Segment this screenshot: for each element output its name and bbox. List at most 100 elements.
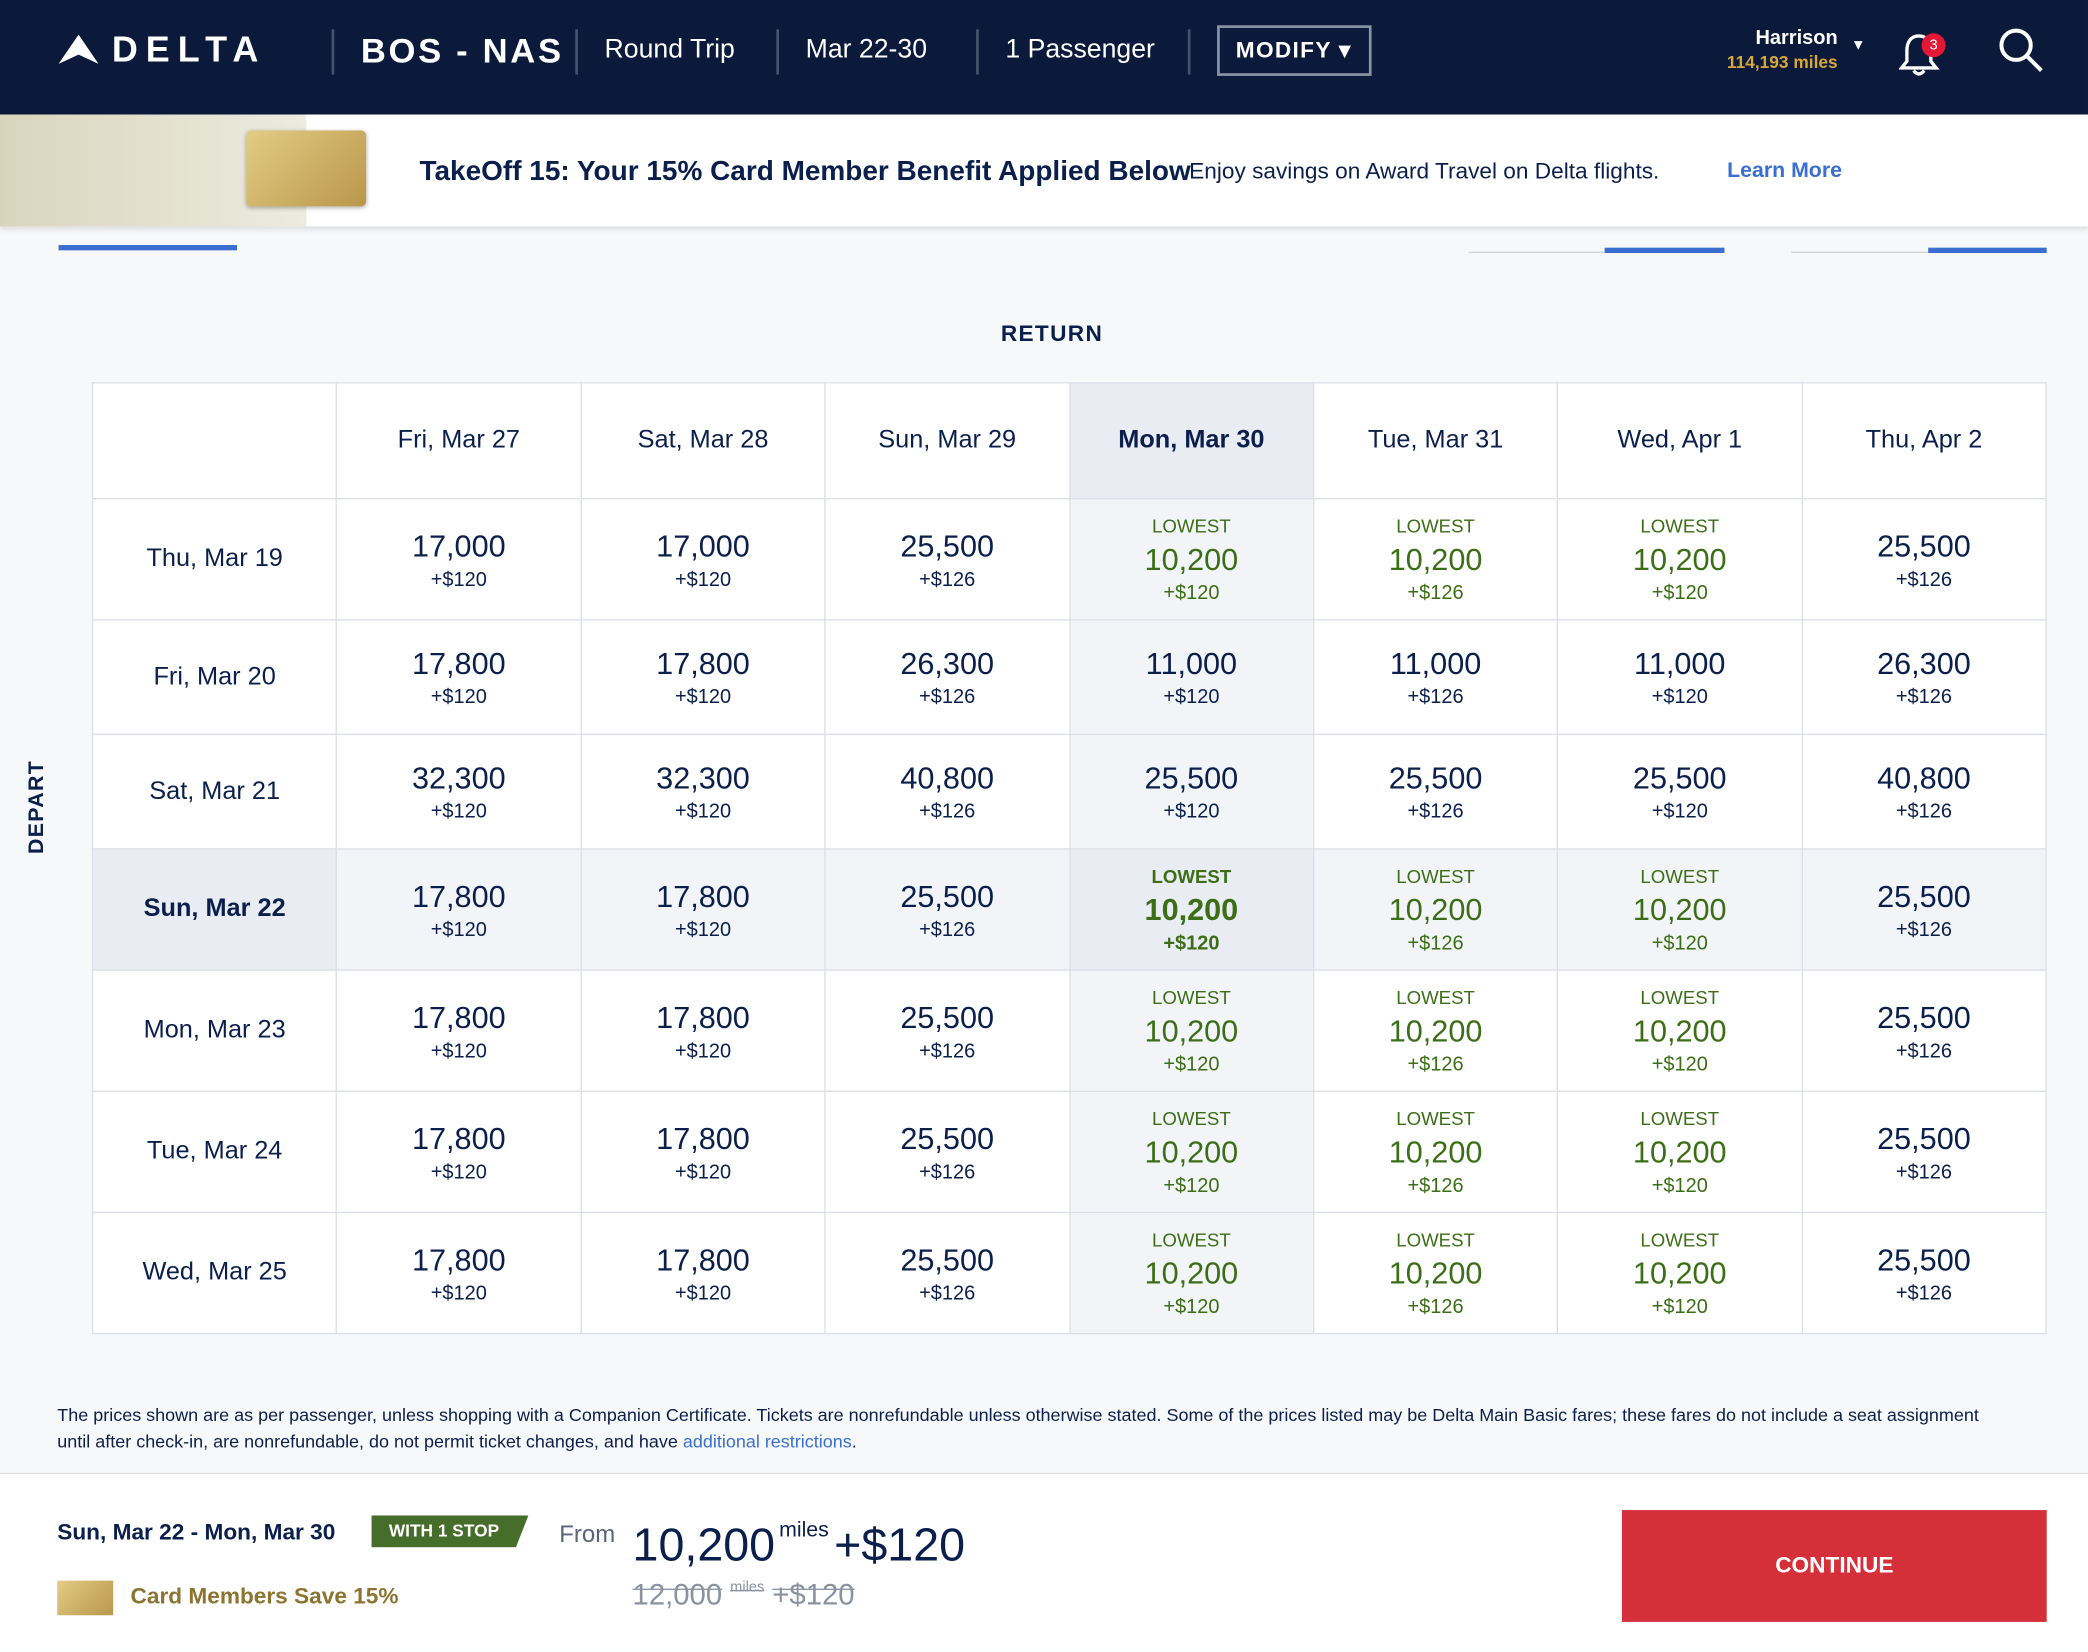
fare-cell[interactable]: 25,500 +$126 [1801,1090,2047,1214]
date-from: Sun, Mar 22 [57,1519,185,1545]
depart-date[interactable]: Fri, Mar 20 [91,619,338,736]
fare-cell[interactable]: 25,500 +$126 [824,1090,1070,1214]
fare-cell[interactable]: 25,500 +$126 [1801,969,2047,1092]
fare-cell[interactable]: 17,800 +$120 [336,848,582,971]
fare-miles: 25,500 [900,1241,995,1277]
fare-fee: +$120 [430,918,487,941]
fare-cell[interactable]: 17,800 +$120 [336,619,582,736]
learn-more-link[interactable]: Learn More [1727,159,1842,183]
fare-cell[interactable]: 17,800 +$120 [580,969,826,1092]
fare-cell[interactable]: 17,800 +$120 [580,619,826,736]
fare-cell[interactable]: 25,500 +$126 [824,498,1070,621]
return-date[interactable]: Fri, Mar 27 [336,382,582,500]
fare-cell[interactable]: 25,500 +$126 [824,1211,1070,1335]
fare-miles: 10,200 [1388,541,1483,576]
fare-cell[interactable]: LOWEST 10,200 +$120 [1068,848,1315,971]
fare-cell[interactable]: LOWEST 10,200 +$126 [1312,969,1559,1092]
fare-cell[interactable]: 32,300 +$120 [336,733,582,850]
fare-cell[interactable]: 17,000 +$120 [580,498,826,621]
fare-cell[interactable]: 17,800 +$120 [336,969,582,1092]
depart-date[interactable]: Thu, Mar 19 [91,498,338,621]
fare-cell[interactable]: LOWEST 10,200 +$126 [1312,1211,1559,1335]
fare-fee: +$120 [674,1160,732,1184]
fare-cell[interactable]: 25,500 +$120 [1557,733,1803,850]
fare-fee: +$126 [919,567,976,591]
fare-cell[interactable]: LOWEST 10,200 +$126 [1312,498,1559,621]
fare-cell[interactable]: LOWEST 10,200 +$120 [1557,1211,1803,1335]
top-nav: DELTA BOS - NAS Round Trip Mar 22-30 1 P… [0,0,2088,115]
fare-cell[interactable]: LOWEST 10,200 +$120 [1068,969,1315,1092]
fare-cell[interactable]: 26,300 +$126 [1801,619,2047,736]
fare-cell[interactable]: 17,800 +$120 [580,1090,826,1214]
fare-cell[interactable]: 25,500 +$126 [1801,498,2047,621]
return-date[interactable]: Sat, Mar 28 [580,382,826,500]
fare-miles: 17,800 [656,1120,750,1156]
card-savings: Card Members Save 15% [130,1583,399,1609]
fare-miles: 32,300 [656,760,750,795]
return-date[interactable]: Tue, Mar 31 [1312,382,1559,500]
fare-cell[interactable]: LOWEST 10,200 +$120 [1068,1211,1315,1335]
fare-fee: +$120 [1651,1295,1708,1318]
fare-cell[interactable]: 17,000 +$120 [336,498,582,621]
old-price: 12,000 miles +$120 [633,1578,855,1613]
fare-cell[interactable]: 17,800 +$120 [580,848,826,971]
fare-cell[interactable]: 17,800 +$120 [336,1090,582,1214]
search-icon[interactable] [1997,27,2045,75]
modify-button[interactable]: MODIFY ▾ [1217,25,1372,76]
fare-cell[interactable]: LOWEST 10,200 +$120 [1557,498,1803,621]
fare-cell[interactable]: 32,300 +$120 [580,733,826,850]
continue-button[interactable]: CONTINUE [1621,1510,2047,1622]
trip-type[interactable]: Round Trip [604,34,735,64]
return-date[interactable]: Wed, Apr 1 [1557,382,1803,500]
fare-cell[interactable]: LOWEST 10,200 +$126 [1312,848,1559,971]
restrictions-link[interactable]: additional restrictions [682,1431,852,1452]
fare-fee: +$126 [919,685,976,709]
fare-cell[interactable]: 26,300 +$126 [824,619,1070,736]
fare-miles: 10,200 [1632,891,1727,927]
return-label: RETURN [1000,320,1104,347]
fare-cell[interactable]: 11,000 +$120 [1557,619,1803,736]
fare-cell[interactable]: 25,500 +$120 [1068,733,1315,850]
return-date[interactable]: Sun, Mar 29 [824,382,1070,500]
passengers[interactable]: 1 Passenger [1005,34,1155,64]
depart-date[interactable]: Mon, Mar 23 [91,969,338,1092]
user-name[interactable]: Harrison [1755,26,1838,50]
lowest-badge: LOWEST [1640,1107,1720,1129]
fare-fee: +$126 [1407,931,1464,955]
fare-cell[interactable]: LOWEST 10,200 +$120 [1557,969,1803,1092]
fare-cell[interactable]: 11,000 +$120 [1068,619,1315,736]
lowest-badge: LOWEST [1640,864,1720,887]
fare-fee: +$120 [1651,1052,1708,1076]
depart-date[interactable]: Sat, Mar 21 [91,733,338,850]
fare-cell[interactable]: 25,500 +$126 [1801,1211,2047,1335]
route[interactable]: BOS - NAS [360,30,564,71]
depart-date[interactable]: Sun, Mar 22 [91,848,338,971]
fare-cell[interactable]: 11,000 +$126 [1312,619,1559,736]
fare-cell[interactable]: 25,500 +$126 [824,848,1070,971]
footnote-text: The prices shown are as per passenger, u… [57,1404,1979,1452]
return-date[interactable]: Thu, Apr 2 [1801,382,2047,500]
modify-label: MODIFY [1235,37,1332,63]
fare-cell[interactable]: LOWEST 10,200 +$120 [1557,1090,1803,1214]
fare-cell[interactable]: 40,800 +$126 [824,733,1070,850]
depart-date[interactable]: Wed, Mar 25 [91,1211,338,1335]
fare-cell[interactable]: 17,800 +$120 [580,1211,826,1335]
fare-cell[interactable]: LOWEST 10,200 +$120 [1557,848,1803,971]
fare-cell[interactable]: LOWEST 10,200 +$120 [1068,1090,1315,1214]
fare-cell[interactable]: 25,500 +$126 [824,969,1070,1092]
fare-cell[interactable]: LOWEST 10,200 +$126 [1312,1090,1559,1214]
tab-underline [1928,247,2047,254]
fare-cell[interactable]: 40,800 +$126 [1801,733,2047,850]
fare-cell[interactable]: 17,800 +$120 [336,1211,582,1335]
fare-cell[interactable]: 25,500 +$126 [1801,848,2047,971]
fare-fee: +$126 [1407,685,1464,709]
stops-badge: WITH 1 STOP [371,1515,529,1548]
trip-dates[interactable]: Mar 22-30 [805,34,928,64]
fare-cell[interactable]: 25,500 +$126 [1312,733,1559,850]
fare-miles: 11,000 [1145,645,1238,681]
return-date[interactable]: Mon, Mar 30 [1068,382,1315,500]
fare-cell[interactable]: LOWEST 10,200 +$120 [1068,498,1315,621]
depart-date[interactable]: Tue, Mar 24 [91,1090,338,1214]
summary-bar: Sun, Mar 22 - Mon, Mar 30 WITH 1 STOP Ca… [0,1472,2088,1652]
